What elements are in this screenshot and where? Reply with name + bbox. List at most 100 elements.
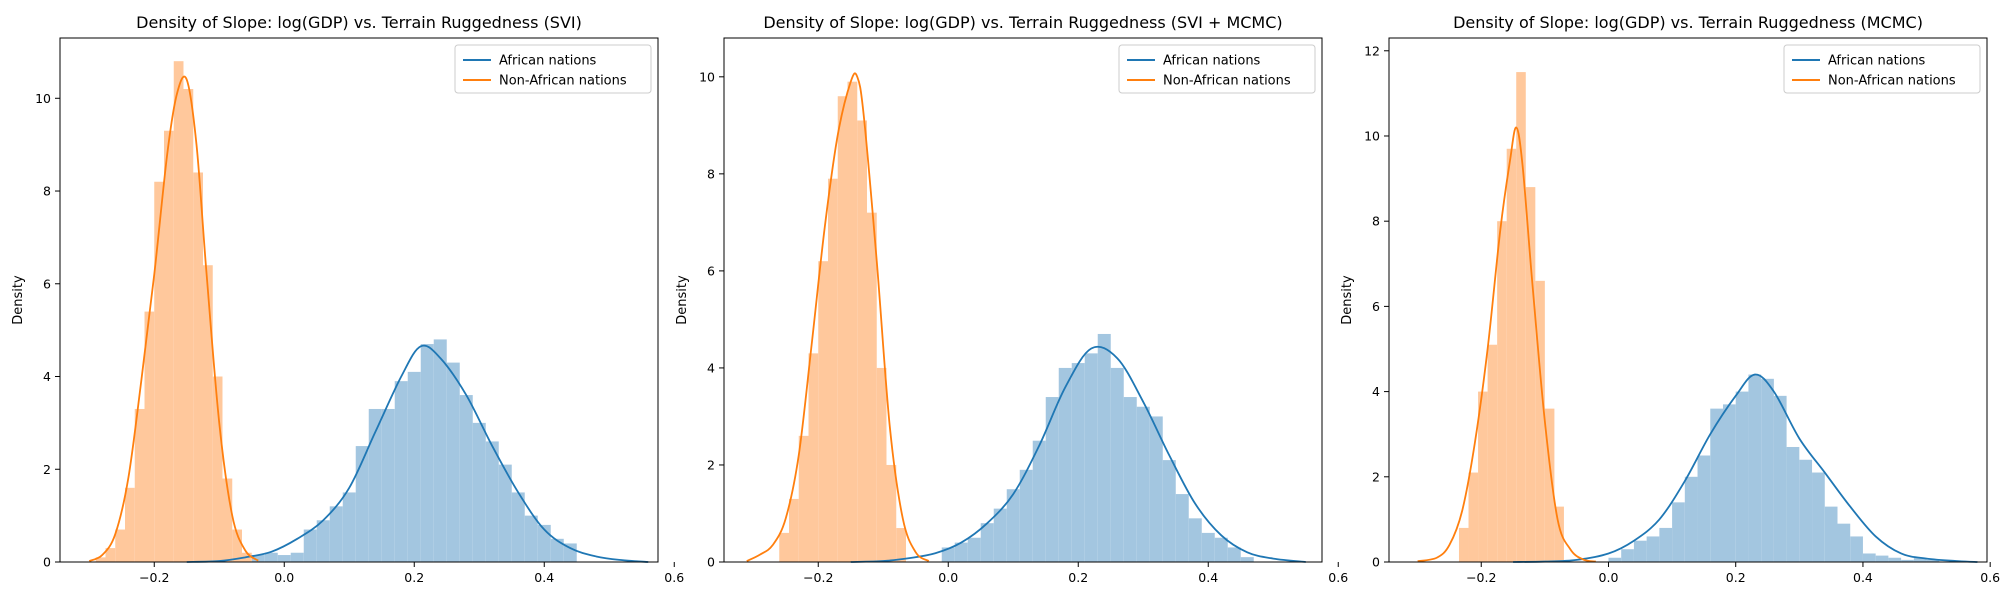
- african-histogram-bar: [1032, 440, 1046, 562]
- y-tick-label: 8: [1372, 214, 1380, 229]
- african-histogram-bar: [355, 446, 369, 562]
- non-african-kde-line: [746, 72, 930, 562]
- african-histogram-bar: [524, 515, 538, 562]
- non-african-histogram-bar: [1478, 391, 1488, 562]
- african-histogram-bar: [1812, 472, 1825, 562]
- african-histogram-bar: [277, 555, 291, 562]
- african-histogram-bar: [511, 492, 525, 562]
- african-histogram-bar: [980, 523, 994, 562]
- african-histogram-bar: [407, 371, 421, 562]
- african-histogram-bar: [1136, 406, 1150, 562]
- african-histogram-bar: [1240, 557, 1254, 562]
- non-african-histogram-bar: [173, 61, 184, 562]
- non-african-histogram-bar: [828, 178, 838, 562]
- african-histogram-bar: [1850, 536, 1863, 562]
- african-histogram-bar: [550, 538, 564, 562]
- african-histogram-bar: [1799, 459, 1813, 562]
- african-histogram-bar: [563, 543, 577, 562]
- african-histogram-bar: [1786, 446, 1800, 562]
- non-african-kde-line: [88, 75, 259, 562]
- axes-frame: [723, 37, 1323, 563]
- non-african-kde-line: [1417, 126, 1596, 563]
- african-histogram-bar: [1633, 540, 1647, 562]
- african-histogram-bar: [485, 441, 499, 562]
- axes-frame: [1388, 37, 1988, 563]
- african-histogram-bar: [1175, 494, 1189, 562]
- panel-svi-mcmc: −0.2 0.0 0.2 0.4 0.6 0 2 4 6 8 10 Density Density of…: [675, 13, 1348, 585]
- y-axis-label: Density: [675, 275, 690, 325]
- legend-label-african: African nations: [499, 54, 597, 69]
- non-african-histogram-bar: [1506, 148, 1517, 562]
- african-histogram-bar: [381, 408, 395, 562]
- y-tick-label: 0: [1372, 555, 1380, 570]
- non-african-histogram: [95, 61, 252, 563]
- x-tick-label: 0.2: [1068, 570, 1088, 585]
- legend-label-non-african: Non-African nations: [1828, 74, 1956, 89]
- x-tick-label: 0.6: [1328, 570, 1348, 585]
- non-african-histogram-bar: [1535, 280, 1545, 562]
- y-tick-label: 6: [43, 276, 51, 291]
- y-axis-label: Density: [1340, 275, 1355, 325]
- x-tick-label: −0.2: [1466, 570, 1496, 585]
- african-histogram-bar: [1659, 527, 1673, 562]
- african-histogram-bar: [967, 537, 981, 562]
- y-tick-label: 2: [707, 457, 715, 472]
- x-tick-label: 0.4: [534, 570, 554, 585]
- x-tick-label: 0.2: [1726, 570, 1746, 585]
- non-african-histogram-bar: [837, 96, 848, 562]
- non-african-histogram-bar: [876, 367, 887, 562]
- african-histogram-bar: [290, 552, 304, 562]
- non-african-histogram: [1458, 72, 1564, 563]
- y-tick-label: 10: [35, 91, 51, 106]
- non-african-histogram-bar: [857, 120, 867, 562]
- african-histogram: [251, 339, 577, 562]
- non-african-histogram-bar: [144, 311, 155, 562]
- y-tick-label: 0: [707, 555, 715, 570]
- african-histogram-bar: [1735, 391, 1749, 562]
- y-tick-label: 10: [1364, 128, 1380, 143]
- african-histogram-bar: [1901, 559, 1914, 562]
- african-histogram-bar: [1058, 367, 1072, 562]
- african-histogram-bar: [472, 422, 486, 562]
- legend-label-african: African nations: [1163, 54, 1261, 69]
- african-histogram-bar: [1824, 506, 1838, 562]
- african-histogram-bar: [342, 492, 356, 562]
- african-histogram-bar: [459, 395, 473, 562]
- african-histogram-bar: [498, 464, 512, 562]
- non-african-histogram-bar: [164, 130, 174, 563]
- x-tick-label: −0.2: [139, 570, 169, 585]
- african-kde-line: [186, 344, 649, 563]
- african-histogram-bar: [1110, 367, 1124, 562]
- african-histogram-bar: [368, 408, 382, 562]
- african-histogram-bar: [1722, 404, 1736, 562]
- african-kde-line: [1513, 373, 1978, 563]
- non-african-histogram-bar: [1516, 72, 1526, 562]
- non-african-histogram-bar: [1525, 187, 1536, 563]
- african-histogram-bar: [251, 555, 265, 562]
- chart-title: Density of Slope: log(GDP) vs. Terrain R…: [136, 13, 582, 32]
- african-histogram-bar: [954, 542, 968, 562]
- panel-svi: −0.2 0.0 0.2 0.4 0.6 0 2 4 6 8 10 Density Density of…: [11, 13, 684, 585]
- african-histogram-bar: [1019, 469, 1033, 562]
- african-histogram-bar: [1149, 416, 1163, 562]
- legend-box: [1118, 44, 1316, 94]
- african-histogram-bar: [1608, 557, 1622, 562]
- x-tick-label: 0.0: [274, 570, 294, 585]
- african-histogram-bar: [446, 362, 460, 562]
- chart-title: Density of Slope: log(GDP) vs. Terrain R…: [1453, 13, 1923, 32]
- legend: African nations Non-African nations: [1783, 44, 1981, 94]
- chart-title: Density of Slope: log(GDP) vs. Terrain R…: [763, 13, 1282, 32]
- non-african-histogram-bar: [115, 529, 125, 562]
- non-african-histogram-bar: [1468, 472, 1479, 562]
- non-african-histogram-bar: [1554, 506, 1564, 562]
- legend: African nations Non-African nations: [1118, 44, 1316, 94]
- non-african-histogram-bar: [1544, 408, 1555, 562]
- non-african-histogram-bar: [232, 529, 242, 562]
- african-histogram-bar: [1684, 476, 1698, 562]
- african-histogram-bar: [993, 508, 1007, 562]
- non-african-histogram-bar: [222, 478, 233, 562]
- african-histogram-bar: [420, 344, 434, 562]
- x-tick-label: 0.0: [938, 570, 958, 585]
- african-histogram-bar: [1097, 333, 1111, 562]
